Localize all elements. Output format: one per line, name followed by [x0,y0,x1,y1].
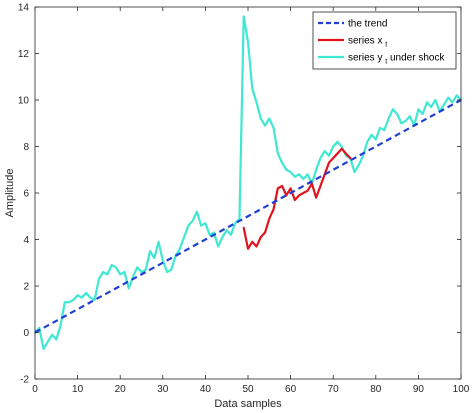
y-tick-label: 2 [23,282,29,293]
series-x-line [242,147,352,250]
legend-label-series-x-subscript: t [385,42,387,49]
legend-label-series-x-main: series x [348,36,382,47]
y-tick-label: -2 [20,375,29,386]
y-tick-label: 8 [23,142,29,153]
series-layer [33,15,463,350]
y-tick-label: 14 [18,3,30,14]
x-tick-label: 80 [370,384,382,395]
x-tick-label: 60 [285,384,297,395]
legend-label-series-y: series y t under shock [348,53,445,67]
y-axis-label: Amplitude [4,169,16,218]
x-tick-label: 70 [328,384,340,395]
legend-label-series-y-suffix: under shock [390,53,445,64]
legend: the trend series x t series y t under sh… [312,11,457,70]
y-tick-label: 4 [23,235,29,246]
series-y-under-shock-line [33,15,463,350]
legend-label-series-y-main: series y [348,53,382,64]
x-tick-label: 90 [413,384,425,395]
x-axis-label: Data samples [214,398,282,410]
y-tick-label: 6 [23,189,29,200]
legend-label-series-x: series x t [348,36,387,49]
x-tick-label: 40 [200,384,212,395]
legend-label-trend-main: the trend [348,19,387,30]
x-tick-label: 100 [453,384,470,395]
x-tick-label: 50 [242,384,254,395]
y-tick-label: 12 [18,49,30,60]
trend-line [34,99,462,334]
x-tick-label: 10 [72,384,84,395]
x-tick-label: 30 [157,384,169,395]
legend-label-series-y-subscript: t [385,59,387,66]
y-tick-label: 0 [23,328,29,339]
x-tick-label: 0 [32,384,38,395]
x-tick-label: 20 [115,384,127,395]
y-tick-label: 10 [18,96,30,107]
legend-label-trend: the trend [348,19,387,30]
